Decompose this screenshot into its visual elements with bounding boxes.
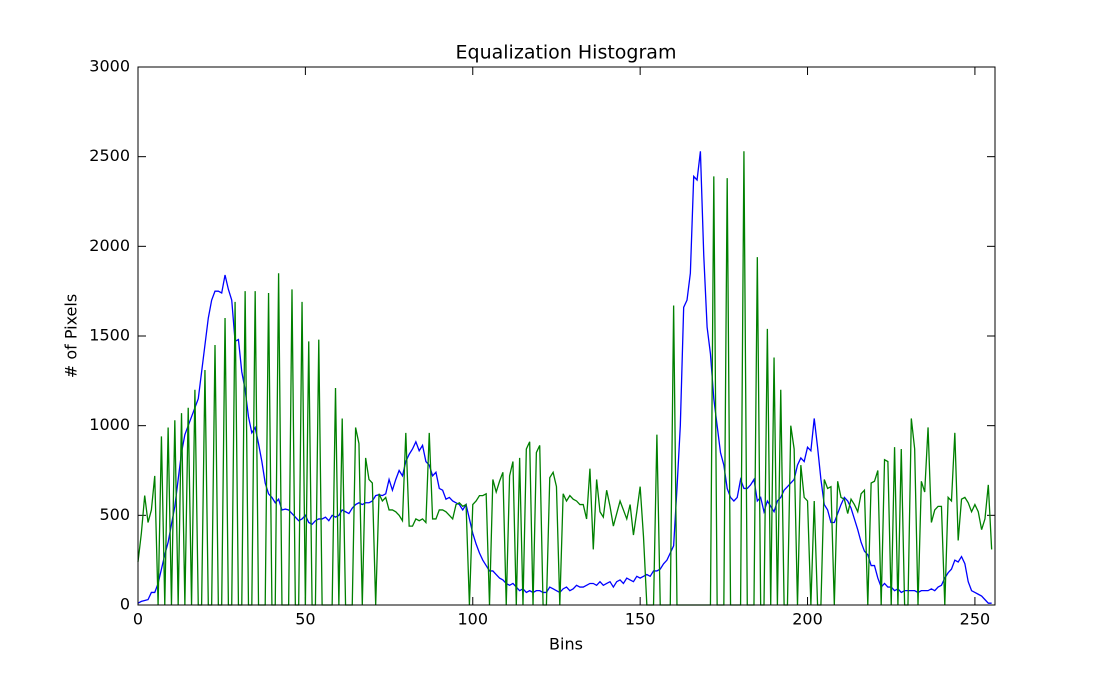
- x-tick-label: 0: [133, 610, 143, 629]
- y-tick-label: 2500: [89, 146, 130, 165]
- y-tick-label: 3000: [89, 57, 130, 76]
- x-tick-label: 150: [625, 610, 656, 629]
- y-tick-label: 500: [99, 505, 130, 524]
- x-axis-label: Bins: [549, 635, 583, 654]
- y-tick-label: 0: [120, 595, 130, 614]
- y-tick-label: 2000: [89, 236, 130, 255]
- x-tick-label: 50: [295, 610, 315, 629]
- x-tick-label: 100: [457, 610, 488, 629]
- y-tick-label: 1500: [89, 326, 130, 345]
- x-tick-label: 200: [792, 610, 823, 629]
- y-tick-label: 1000: [89, 415, 130, 434]
- plot-frame: [137, 66, 996, 606]
- data-line: [137, 151, 993, 606]
- x-tick-label: 250: [960, 610, 991, 629]
- y-axis-label: # of Pixels: [62, 294, 81, 378]
- chart-title: Equalization Histogram: [456, 42, 677, 64]
